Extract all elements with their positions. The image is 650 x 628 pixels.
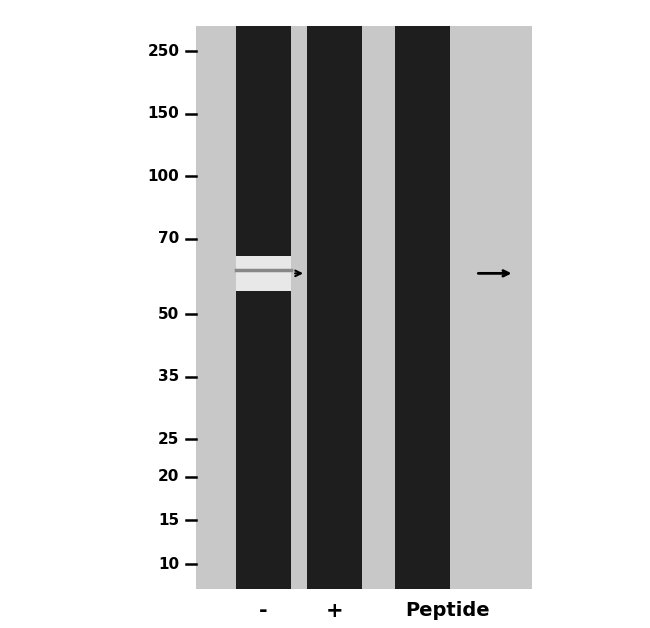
Bar [236, 26, 291, 589]
Text: 35: 35 [158, 369, 179, 384]
Bar [236, 256, 291, 291]
Text: 25: 25 [158, 431, 179, 447]
Text: 250: 250 [148, 44, 179, 59]
Text: 150: 150 [148, 106, 179, 121]
Bar [196, 26, 532, 589]
Text: -: - [259, 601, 268, 621]
Bar [307, 26, 362, 589]
Text: Peptide: Peptide [406, 602, 490, 620]
Text: 70: 70 [158, 232, 179, 246]
Text: 100: 100 [148, 169, 179, 184]
Text: +: + [326, 601, 343, 621]
Text: 50: 50 [158, 306, 179, 322]
Bar [395, 26, 450, 589]
Bar [362, 26, 395, 589]
Text: 15: 15 [158, 513, 179, 528]
Text: 10: 10 [158, 556, 179, 571]
Text: 20: 20 [158, 469, 179, 484]
Bar [291, 26, 307, 589]
